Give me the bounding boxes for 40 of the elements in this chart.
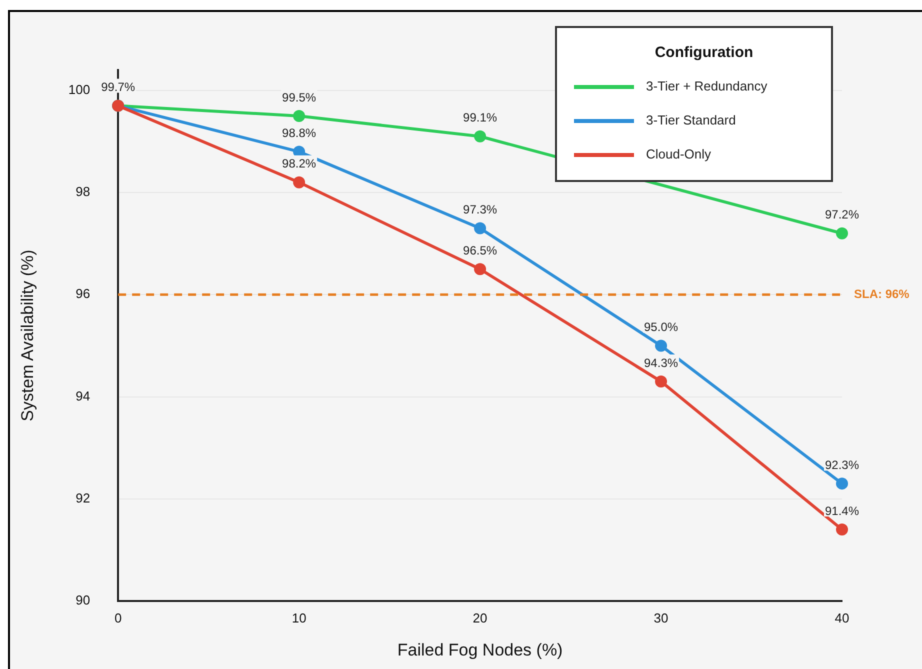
data-label: 99.7%	[101, 80, 136, 94]
x-tick-label: 10	[292, 610, 306, 626]
point	[474, 263, 486, 276]
data-label: 92.3%	[824, 458, 860, 472]
legend-label: Cloud-Only	[646, 146, 712, 162]
data-label: 98.2%	[282, 156, 316, 171]
y-tick-label: 100	[68, 82, 90, 97]
point	[655, 340, 668, 352]
y-axis-title: System Availability (%)	[18, 250, 37, 422]
data-label: 97.2%	[824, 208, 860, 222]
y-tick-label: 94	[76, 388, 90, 404]
point	[293, 110, 306, 122]
point	[836, 227, 848, 240]
point	[836, 478, 848, 490]
point	[836, 524, 848, 536]
x-tick-label: 0	[114, 610, 122, 626]
legend-label: 3-Tier + Redundancy	[646, 78, 768, 94]
y-tick-label: 90	[76, 592, 90, 608]
y-tick-label: 92	[76, 490, 90, 506]
data-label: 95.0%	[644, 320, 678, 334]
point	[474, 222, 486, 234]
x-axis-title: Failed Fog Nodes (%)	[397, 640, 563, 660]
data-label: 96.5%	[463, 243, 498, 258]
x-tick-label: 40	[834, 610, 850, 626]
point	[655, 375, 668, 388]
data-label: 99.5%	[282, 90, 316, 104]
point	[293, 176, 306, 188]
data-label: 94.3%	[644, 356, 678, 370]
data-label: 99.1%	[463, 110, 498, 125]
data-label: 91.4%	[824, 504, 860, 518]
data-label: 97.3%	[463, 202, 498, 217]
legend-title: Configuration	[654, 44, 754, 62]
point	[474, 130, 486, 142]
x-tick-label: 30	[654, 610, 668, 626]
y-tick-label: 96	[76, 286, 90, 302]
ref-line-label: SLA: 96%	[854, 286, 910, 301]
data-label: 98.8%	[282, 126, 316, 140]
x-tick-label: 20	[472, 610, 488, 626]
legend-label: 3-Tier Standard	[646, 112, 736, 128]
y-tick-label: 98	[76, 184, 90, 200]
